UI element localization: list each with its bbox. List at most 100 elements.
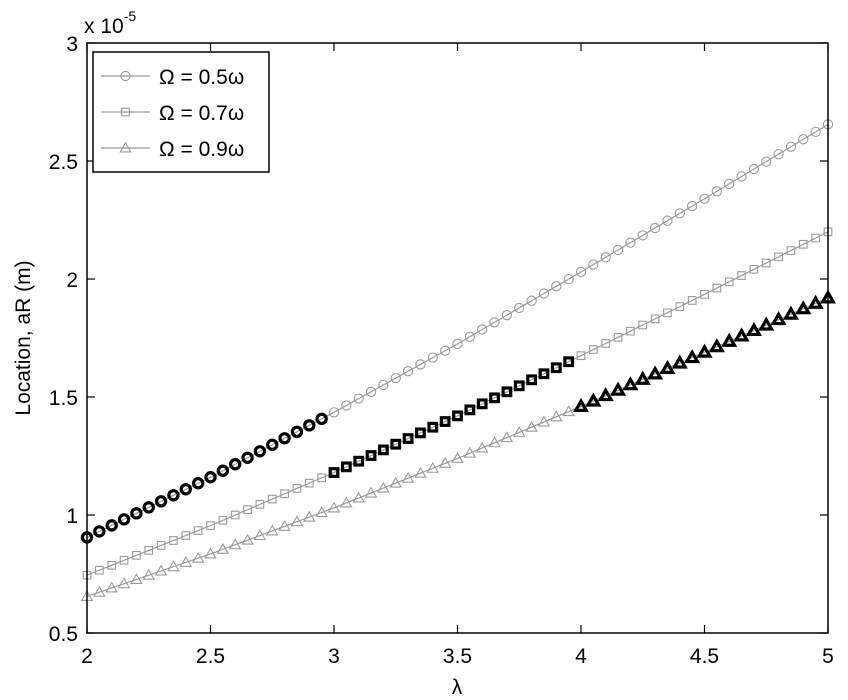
data-point	[785, 141, 797, 152]
data-point	[758, 316, 775, 331]
x-tick-label: 5	[822, 645, 834, 668]
data-point	[181, 531, 191, 540]
data-point	[610, 381, 627, 396]
data-point	[154, 495, 168, 508]
data-point	[675, 302, 685, 311]
data-point	[228, 458, 242, 471]
data-point	[537, 415, 551, 427]
data-point	[241, 451, 254, 464]
data-point	[341, 400, 352, 411]
data-point	[204, 471, 217, 484]
data-point	[489, 317, 500, 328]
data-point	[773, 149, 784, 160]
data-point	[585, 392, 602, 407]
data-point	[798, 239, 808, 249]
data-point	[427, 421, 439, 433]
data-point	[538, 368, 550, 380]
x-tick-label: 4	[575, 645, 587, 668]
data-point	[378, 379, 389, 391]
data-point	[169, 536, 178, 545]
data-point	[303, 419, 316, 432]
data-point	[588, 345, 598, 354]
y-multiplier-exponent: -5	[124, 8, 137, 24]
data-point	[365, 450, 377, 461]
data-point	[390, 372, 401, 384]
data-point	[93, 525, 106, 538]
data-point	[253, 445, 267, 458]
data-point	[352, 491, 365, 503]
data-point	[230, 510, 240, 520]
data-point	[278, 432, 291, 445]
ticks-layer: 2 2.5 3 3.5 4 4.5 5 0.5 1 1.5 2 2.5 3	[49, 33, 834, 668]
y-tick-label: 2.5	[49, 151, 78, 174]
data-point	[795, 300, 812, 315]
data-point	[353, 393, 364, 404]
data-point	[439, 416, 451, 427]
data-point	[736, 171, 747, 182]
legend-marker	[121, 107, 130, 117]
data-point	[711, 186, 722, 197]
series-line	[86, 297, 829, 597]
data-point	[255, 500, 265, 509]
data-point	[807, 294, 824, 309]
data-point	[588, 259, 599, 270]
data-point	[724, 178, 735, 190]
data-point	[415, 359, 426, 370]
data-point	[228, 538, 242, 550]
data-point	[377, 481, 390, 493]
data-point	[810, 126, 821, 138]
data-point	[625, 237, 636, 248]
data-point	[156, 541, 166, 550]
data-point	[649, 222, 661, 234]
data-point	[241, 533, 254, 545]
data-point	[290, 515, 304, 527]
data-point	[733, 327, 750, 342]
data-point	[612, 244, 624, 256]
data-point	[699, 193, 710, 204]
lines-layer	[80, 123, 837, 597]
data-point	[476, 398, 488, 410]
data-point	[749, 264, 759, 274]
x-tick-label: 2	[81, 645, 93, 668]
series-line	[86, 123, 829, 538]
data-point	[402, 433, 414, 444]
data-point	[488, 436, 501, 448]
data-point	[206, 521, 215, 530]
y-tick-label: 2	[66, 269, 78, 292]
data-point	[663, 308, 672, 318]
data-point	[340, 496, 353, 508]
data-point	[216, 542, 230, 554]
data-point	[475, 441, 489, 453]
x-tick-label: 3	[328, 645, 340, 668]
data-point	[811, 233, 820, 243]
data-point	[500, 431, 514, 443]
data-point	[179, 483, 192, 496]
data-point	[105, 519, 118, 532]
data-point	[315, 506, 328, 518]
data-point	[452, 338, 463, 350]
data-point	[575, 266, 587, 278]
data-point	[770, 311, 787, 326]
data-point	[721, 332, 738, 347]
data-point	[662, 215, 673, 226]
y-tick-label: 1.5	[49, 387, 78, 410]
data-point	[525, 420, 538, 432]
legend: Ω = 0.5ω Ω = 0.7ω Ω = 0.9ω	[92, 51, 270, 173]
data-point	[266, 524, 279, 536]
data-point	[216, 464, 230, 477]
data-point	[782, 305, 799, 320]
data-point	[167, 489, 180, 502]
data-point	[389, 476, 402, 488]
data-point	[622, 376, 639, 391]
data-point	[748, 163, 760, 175]
legend-label: Ω = 0.9ω	[159, 138, 244, 161]
data-point	[513, 380, 525, 392]
data-point	[353, 455, 365, 467]
legend-entry: Ω = 0.7ω	[101, 102, 244, 125]
data-point	[687, 296, 697, 305]
legend-marker	[119, 141, 132, 153]
y-multiplier: x 10-5	[84, 8, 136, 38]
x-tick-label: 4.5	[690, 645, 719, 668]
data-point	[464, 404, 476, 416]
x-axis-label: λ	[452, 676, 463, 699]
